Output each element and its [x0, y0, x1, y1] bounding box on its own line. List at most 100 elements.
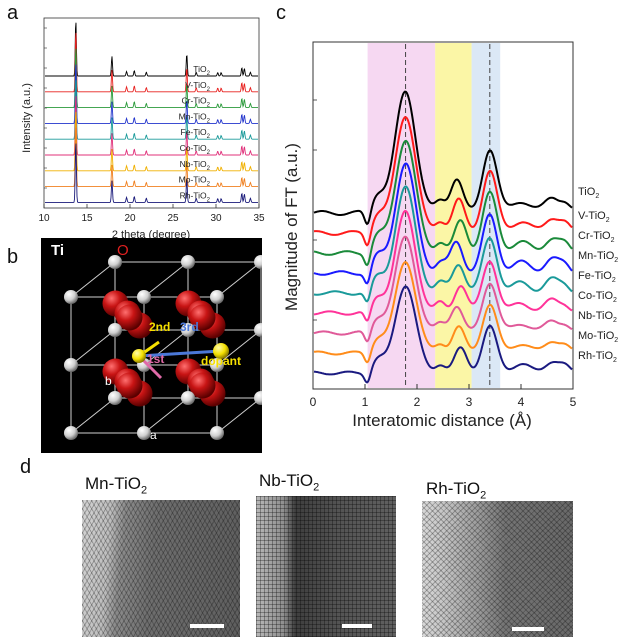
ft-series-label-6: Nb-TiO2 [578, 310, 617, 324]
tem-scalebar-rh [512, 627, 544, 631]
xrd-series-label-3: Mn-TiO2 [179, 111, 211, 124]
tem-image-rh [422, 501, 573, 637]
titanium-atom [210, 290, 224, 304]
shell-3rd-bond [138, 349, 222, 358]
crystal-structure-image: Ti O 2nd 3rd 1st dopant b a [41, 238, 262, 453]
ft-series-8 [313, 285, 573, 384]
xrd-series-2 [45, 48, 258, 109]
crystal-edge [216, 397, 262, 434]
ft-series-label-5: Co-TiO2 [578, 290, 617, 304]
ft-xtick-label-5: 5 [570, 395, 577, 409]
xrd-xtick-label-5: 35 [253, 213, 265, 224]
ft-series-label-0: TiO2 [578, 186, 599, 200]
xrd-series-8 [45, 143, 258, 203]
ft-series-label-7: Mo-TiO2 [578, 330, 618, 344]
ft-series-label-8: Rh-TiO2 [578, 350, 617, 364]
crystal-edge [143, 329, 189, 366]
xrd-series-6 [45, 111, 258, 172]
xrd-series-label-4: Fe-TiO2 [181, 127, 211, 140]
ft-series-1 [313, 116, 573, 247]
shell-2nd-label: 2nd [149, 320, 171, 334]
ft-series-2 [313, 139, 573, 267]
titanium-atom [254, 391, 262, 405]
xrd-xtick-label-3: 25 [167, 213, 179, 224]
tem-image-mn [82, 500, 240, 637]
crystal-edge [70, 261, 116, 298]
ft-series-3 [313, 162, 573, 285]
ft-series-4 [313, 185, 573, 303]
titanium-atom [137, 290, 151, 304]
xrd-xtick-label-1: 15 [81, 213, 93, 224]
xrd-series-4 [45, 80, 258, 140]
crystal-edge [143, 261, 189, 298]
panel-c-label: c [276, 2, 286, 24]
ft-series-label-2: Cr-TiO2 [578, 230, 615, 244]
tem-label-mn: Mn-TiO2 [85, 474, 148, 497]
dopant-label: dopant [201, 354, 241, 368]
o-label: O [117, 242, 129, 259]
dopant-atom [213, 343, 229, 359]
titanium-atom [108, 255, 122, 269]
xrd-series-1 [45, 32, 258, 93]
tem-scalebar-nb [342, 624, 372, 628]
titanium-atom [64, 358, 78, 372]
ft-frame-box [312, 41, 574, 390]
titanium-atom [254, 255, 262, 269]
xrd-series-7 [45, 127, 258, 188]
titanium-atom [254, 323, 262, 337]
crystal-edge [216, 261, 262, 298]
xrd-series-label-7: Mo-TiO2 [179, 175, 211, 188]
ft-xtick-label-1: 1 [362, 395, 369, 409]
ft-series-label-4: Fe-TiO2 [578, 270, 616, 284]
xrd-ylabel: Intensity (a.u.) [21, 83, 33, 153]
ft-series-7 [313, 261, 573, 364]
titanium-atom [64, 290, 78, 304]
xrd-xtick-label-4: 30 [210, 213, 222, 224]
ft-series-0 [313, 90, 573, 226]
ft-ylabel: Magnitude of FT (a.u.) [282, 143, 301, 311]
titanium-atom [181, 255, 195, 269]
xrd-series-label-0: TiO2 [193, 64, 210, 77]
titanium-atom [181, 323, 195, 337]
panel-a-label: a [7, 2, 19, 24]
tem-label-nb: Nb-TiO2 [259, 471, 320, 494]
titanium-atom [210, 426, 224, 440]
ft-series-label-3: Mn-TiO2 [578, 250, 618, 264]
tem-image-nb [256, 496, 396, 637]
xrd-series-label-1: V-TiO2 [185, 80, 210, 93]
ft-series-5 [313, 209, 573, 322]
oxygen-atom [116, 372, 143, 399]
xrd-series-label-8: Rh-TiO2 [180, 190, 211, 203]
shell-1st-label: 1st [147, 352, 165, 366]
ft-series-label-1: V-TiO2 [578, 210, 610, 224]
xrd-series-0 [45, 22, 258, 77]
tem-scalebar-mn [190, 624, 224, 628]
xrd-series-label-5: Co-TiO2 [180, 143, 211, 156]
titanium-atom [64, 426, 78, 440]
titanium-atom [108, 391, 122, 405]
axis-a-label: a [150, 428, 157, 442]
axis-b-label: b [105, 374, 112, 388]
titanium-atom [210, 358, 224, 372]
xrd-xtick-label-0: 10 [38, 213, 50, 224]
panel-b-label: b [7, 246, 19, 268]
xrd-series-5 [45, 96, 258, 156]
xrd-series-3 [45, 64, 258, 124]
titanium-atom [181, 391, 195, 405]
ft-xtick-label-3: 3 [466, 395, 473, 409]
xrd-xtick-label-2: 20 [124, 213, 136, 224]
ft-series-6 [313, 235, 573, 343]
xrd-series-label-6: Nb-TiO2 [180, 159, 211, 172]
center-dopant-atom [132, 349, 146, 363]
titanium-atom [137, 426, 151, 440]
xrd-frame-box [43, 17, 260, 209]
tem-label-rh: Rh-TiO2 [426, 479, 487, 502]
crystal-edge [216, 329, 262, 366]
oxygen-atom [189, 304, 216, 331]
shell-3rd-label: 3rd [180, 320, 199, 334]
ti-label: Ti [51, 242, 65, 259]
crystal-edge [143, 397, 189, 434]
oxygen-atom [189, 372, 216, 399]
